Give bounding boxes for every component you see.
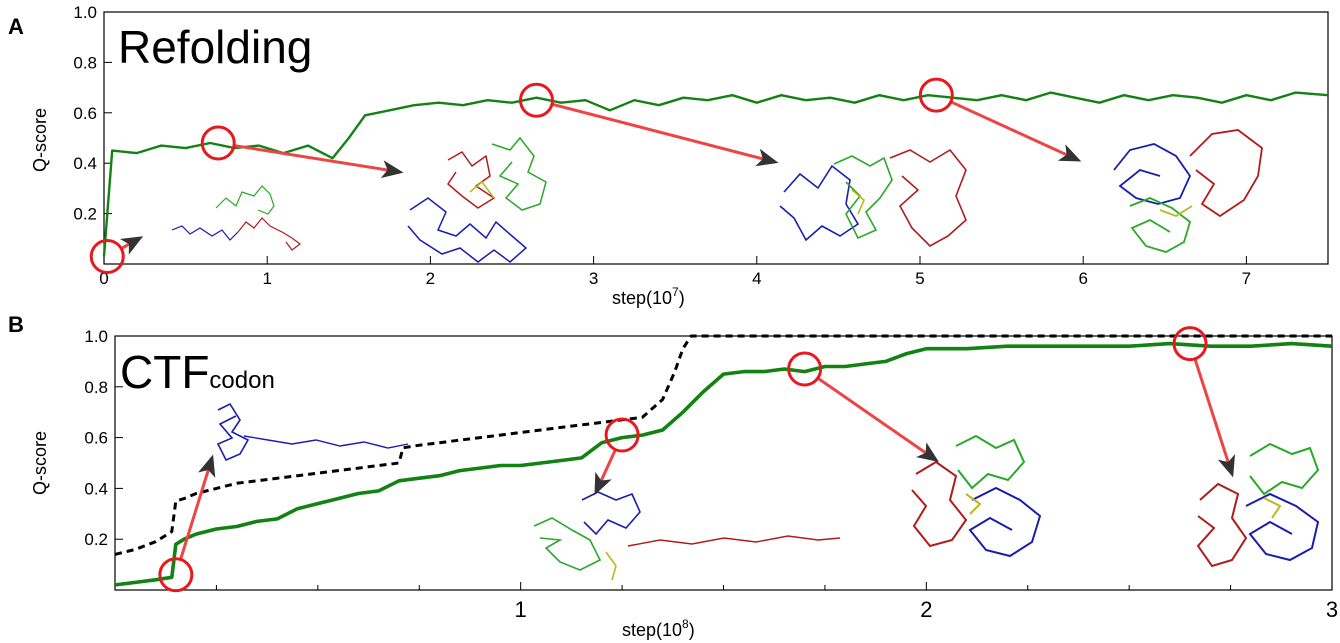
- snapshot-marker-icon: [200, 125, 236, 161]
- panel-a-structure-3: [779, 148, 967, 247]
- panel-b-y-axis-label: Q-score: [30, 431, 50, 495]
- snapshot-marker-icon: [158, 557, 194, 593]
- snapshot-arrow-icon: [594, 448, 617, 496]
- panel-b-reference-line: [114, 334, 1332, 556]
- panel-a-y-tick-label: 0.6: [73, 104, 97, 123]
- panel-a-x-tick-label: 1: [262, 269, 271, 288]
- panel-a-snapshot-markers: [89, 77, 1082, 274]
- snapshot-arrow-icon: [950, 100, 1082, 162]
- panel-a-y-ticks: 0.2 0.4 0.6 0.8 1.0: [73, 3, 112, 224]
- snapshot-marker-icon: [787, 351, 823, 387]
- panel-b-title: CTFcodon: [120, 346, 275, 398]
- panel-b-x-axis-label: step(108): [622, 617, 695, 640]
- panel-b-letter: B: [8, 312, 24, 337]
- panel-a-x-tick-label: 2: [426, 269, 435, 288]
- snapshot-arrow-icon: [233, 144, 404, 179]
- panel-b-structure-3: [911, 434, 1042, 558]
- snapshot-arrow-icon: [816, 376, 939, 463]
- panel-b-y-tick-label: 0.4: [84, 479, 108, 498]
- snapshot-marker-icon: [918, 77, 954, 113]
- snapshot-marker-icon: [604, 417, 640, 453]
- panel-a-x-tick-label: 5: [915, 269, 924, 288]
- snapshot-marker-icon: [1172, 326, 1208, 362]
- panel-a-x-tick-label: 0: [99, 269, 108, 288]
- panel-a-x-tick-label: 7: [1242, 269, 1251, 288]
- panel-a-q-score-line: [102, 91, 1329, 257]
- panel-b-q-score-line: [114, 341, 1333, 587]
- panel-b-y-tick-label: 0.6: [84, 429, 108, 448]
- panel-b-y-tick-label: 0.2: [84, 530, 108, 549]
- snapshot-arrow-icon: [119, 236, 144, 255]
- panel-a-structure-4: [1113, 129, 1263, 253]
- panel-b-snapshot-markers: [158, 326, 1236, 593]
- panel-a-x-tick-label: 4: [752, 269, 761, 288]
- panel-b-structure-2: [533, 491, 841, 581]
- snapshot-arrow-icon: [1193, 358, 1236, 478]
- panel-a-y-tick-label: 0.4: [73, 154, 97, 173]
- panel-b-x-tick-label: 2: [920, 597, 932, 622]
- panel-b-x-tick-label: 1: [515, 597, 527, 622]
- panel-b-x-tick-label: 3: [1326, 597, 1338, 622]
- snapshot-marker-icon: [89, 238, 125, 274]
- panel-b-series: [114, 334, 1333, 587]
- panel-b-structure-4: [1196, 442, 1320, 568]
- panel-a-plot-frame: [103, 11, 1329, 265]
- panel-b-y-tick-label: 1.0: [84, 327, 108, 346]
- panel-a-y-axis-label: Q-score: [30, 108, 50, 172]
- snapshot-arrow-icon: [179, 454, 216, 560]
- snapshot-marker-icon: [518, 82, 554, 118]
- panel-b-y-ticks: 0.2 0.4 0.6 0.8 1.0: [84, 327, 123, 549]
- snapshot-arrow-icon: [551, 102, 779, 167]
- panel-a: A Refolding 0.2 0.4 0.6 0.8 1.0 0 1 2 3 4 5 6 7 Q-s…: [8, 3, 1329, 308]
- panel-a-title: Refolding: [118, 21, 312, 73]
- panel-a-x-tick-label: 3: [589, 269, 598, 288]
- panel-a-x-axis-label: step(107): [612, 285, 685, 308]
- panel-b-y-tick-label: 0.8: [84, 378, 108, 397]
- panel-a-series: [102, 91, 1329, 257]
- panel-b: B CTFcodon 0.2 0.4 0.6 0.8 1.0 1 2 3 Q-score s…: [8, 312, 1338, 640]
- panel-a-x-tick-label: 6: [1078, 269, 1087, 288]
- panel-b-x-ticks: 1 2 3: [215, 582, 1338, 622]
- panel-a-y-tick-label: 0.2: [73, 205, 97, 224]
- panel-a-structure-2: [407, 136, 547, 263]
- panel-a-x-ticks: 0 1 2 3 4 5 6 7: [99, 256, 1251, 288]
- panel-a-y-tick-label: 1.0: [73, 3, 97, 22]
- panel-b-structure-1: [216, 402, 409, 462]
- panel-a-letter: A: [8, 14, 24, 39]
- panel-a-structure-1: [171, 185, 301, 251]
- panel-a-y-tick-label: 0.8: [73, 53, 97, 72]
